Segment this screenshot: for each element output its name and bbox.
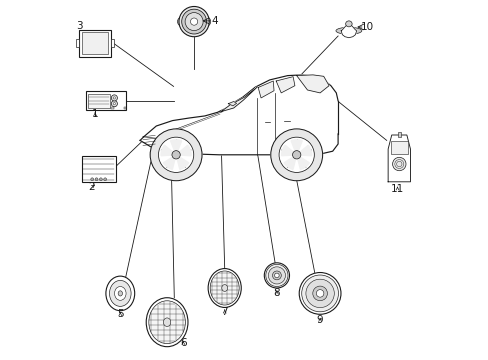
Text: 5: 5 xyxy=(117,309,123,319)
Polygon shape xyxy=(221,87,257,112)
Circle shape xyxy=(179,6,209,37)
Ellipse shape xyxy=(106,276,134,311)
Bar xyxy=(111,107,113,109)
Circle shape xyxy=(316,290,323,297)
Ellipse shape xyxy=(109,280,131,306)
Circle shape xyxy=(279,137,314,172)
Circle shape xyxy=(113,103,115,105)
Polygon shape xyxy=(258,81,273,98)
Circle shape xyxy=(305,279,334,307)
Polygon shape xyxy=(140,75,337,155)
Text: 1: 1 xyxy=(92,109,98,120)
Polygon shape xyxy=(281,145,293,156)
Text: 10: 10 xyxy=(360,22,373,32)
Polygon shape xyxy=(179,145,191,156)
Ellipse shape xyxy=(118,291,122,296)
Bar xyxy=(397,132,400,137)
Ellipse shape xyxy=(114,287,126,300)
Circle shape xyxy=(182,9,206,34)
Ellipse shape xyxy=(149,130,202,179)
Bar xyxy=(76,39,79,47)
Circle shape xyxy=(268,267,285,284)
Circle shape xyxy=(301,275,338,312)
Polygon shape xyxy=(296,75,328,93)
Circle shape xyxy=(103,178,106,181)
Text: 4: 4 xyxy=(211,16,218,26)
Text: 2: 2 xyxy=(88,182,95,192)
Text: 3: 3 xyxy=(76,21,82,31)
Polygon shape xyxy=(297,157,309,169)
Circle shape xyxy=(99,178,102,181)
Polygon shape xyxy=(170,140,181,151)
Text: 11: 11 xyxy=(390,184,403,194)
Bar xyxy=(86,91,125,110)
Circle shape xyxy=(185,13,203,31)
Polygon shape xyxy=(300,145,311,156)
Bar xyxy=(111,39,114,47)
Circle shape xyxy=(264,263,289,288)
Circle shape xyxy=(172,150,180,159)
Text: 9: 9 xyxy=(316,315,323,325)
Polygon shape xyxy=(276,77,294,93)
Polygon shape xyxy=(290,140,302,151)
Bar xyxy=(88,94,110,108)
Circle shape xyxy=(265,264,287,287)
Circle shape xyxy=(190,18,197,25)
Bar xyxy=(79,30,111,57)
Ellipse shape xyxy=(163,318,170,327)
Bar xyxy=(81,156,116,182)
Circle shape xyxy=(158,137,193,172)
Circle shape xyxy=(270,129,322,181)
Ellipse shape xyxy=(210,271,239,305)
Circle shape xyxy=(111,100,117,107)
Polygon shape xyxy=(163,157,175,169)
Circle shape xyxy=(150,129,202,181)
Text: 6: 6 xyxy=(180,338,186,348)
Circle shape xyxy=(91,178,94,181)
Bar xyxy=(390,141,407,154)
Circle shape xyxy=(292,150,300,159)
Ellipse shape xyxy=(177,13,210,30)
Polygon shape xyxy=(228,102,236,106)
Circle shape xyxy=(113,97,115,99)
Ellipse shape xyxy=(269,130,323,179)
Ellipse shape xyxy=(148,301,185,343)
Ellipse shape xyxy=(146,298,187,347)
Circle shape xyxy=(312,286,327,301)
Ellipse shape xyxy=(335,27,361,34)
Bar xyxy=(82,32,108,54)
Ellipse shape xyxy=(345,21,351,27)
Circle shape xyxy=(392,157,405,171)
Circle shape xyxy=(272,271,281,280)
Polygon shape xyxy=(387,135,409,182)
Polygon shape xyxy=(161,145,172,156)
Circle shape xyxy=(299,273,340,314)
Polygon shape xyxy=(341,23,356,38)
Text: 8: 8 xyxy=(273,288,280,298)
Polygon shape xyxy=(177,157,188,169)
Circle shape xyxy=(111,95,117,101)
Circle shape xyxy=(95,178,98,181)
Text: 7: 7 xyxy=(221,307,227,317)
Circle shape xyxy=(274,273,279,278)
Polygon shape xyxy=(284,157,295,169)
Ellipse shape xyxy=(208,269,241,307)
Ellipse shape xyxy=(222,285,227,291)
Bar xyxy=(123,107,126,109)
